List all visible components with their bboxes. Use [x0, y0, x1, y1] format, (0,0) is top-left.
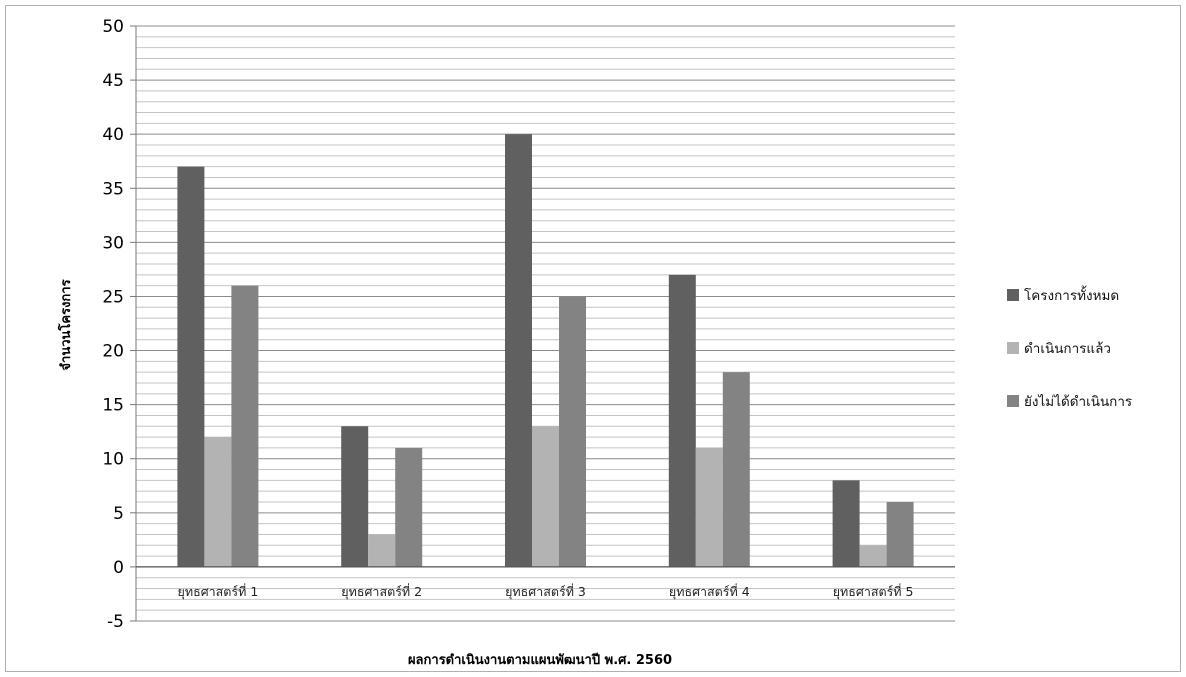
legend-swatch — [1007, 289, 1019, 301]
y-tick-label: 30 — [102, 233, 124, 253]
bar-series-3 — [886, 502, 914, 567]
bar-series-2 — [695, 447, 723, 567]
bar-series-1 — [668, 274, 696, 567]
y-tick-label: 45 — [102, 71, 124, 91]
legend: โครงการทั้งหมดดำเนินการแล้วยังไม่ได้ดำเน… — [1007, 285, 1132, 410]
legend-label: ยังไม่ได้ดำเนินการ — [1024, 394, 1132, 410]
x-category-label: ยุทธศาสตร์ที่ 4 — [669, 583, 750, 600]
y-tick-label: 25 — [102, 287, 124, 307]
y-tick-label: 50 — [102, 17, 124, 37]
y-axis-title: จำนวนโครงการ — [57, 279, 74, 370]
legend-swatch — [1007, 395, 1019, 407]
x-category-label: ยุทธศาสตร์ที่ 5 — [833, 583, 914, 600]
bar-series-1 — [177, 166, 205, 567]
y-tick-label: 15 — [102, 396, 124, 416]
y-tick-label: 0 — [113, 558, 124, 578]
x-tick-labels: ยุทธศาสตร์ที่ 1 ยุทธศาสตร์ที่ 2 ยุทธศาสตร์… — [178, 583, 914, 600]
bar-series-3 — [231, 285, 259, 567]
legend-label: โครงการทั้งหมด — [1024, 285, 1119, 304]
bar-series-1 — [832, 480, 860, 567]
y-tick-label: -5 — [107, 612, 124, 632]
bar-series-2 — [859, 545, 887, 567]
y-tick-labels: -5 0 5 10 15 20 25 30 35 40 45 50 — [102, 17, 124, 632]
bars — [177, 134, 914, 567]
y-tick-label: 35 — [102, 179, 124, 199]
bar-series-3 — [559, 296, 586, 567]
bar-series-3 — [722, 372, 750, 567]
legend-swatch — [1007, 342, 1019, 354]
bar-series-1 — [341, 426, 369, 567]
x-axis-title: ผลการดำเนินงานตามแผนพัฒนาปี พ.ศ. 2560 — [408, 652, 672, 668]
bar-series-2 — [532, 426, 559, 567]
bar-series-2 — [368, 534, 396, 567]
axes — [130, 25, 955, 622]
bar-series-2 — [204, 437, 232, 567]
bar-series-1 — [505, 134, 532, 567]
x-category-label: ยุทธศาสตร์ที่ 1 — [178, 583, 259, 600]
y-tick-label: 5 — [113, 504, 124, 524]
bar-series-3 — [395, 447, 423, 567]
y-tick-label: 40 — [102, 125, 124, 145]
x-category-label: ยุทธศาสตร์ที่ 3 — [505, 583, 586, 600]
legend-label: ดำเนินการแล้ว — [1024, 341, 1111, 357]
y-tick-label: 10 — [102, 450, 124, 470]
y-tick-label: 20 — [102, 342, 124, 362]
x-category-label: ยุทธศาสตร์ที่ 2 — [341, 583, 422, 600]
